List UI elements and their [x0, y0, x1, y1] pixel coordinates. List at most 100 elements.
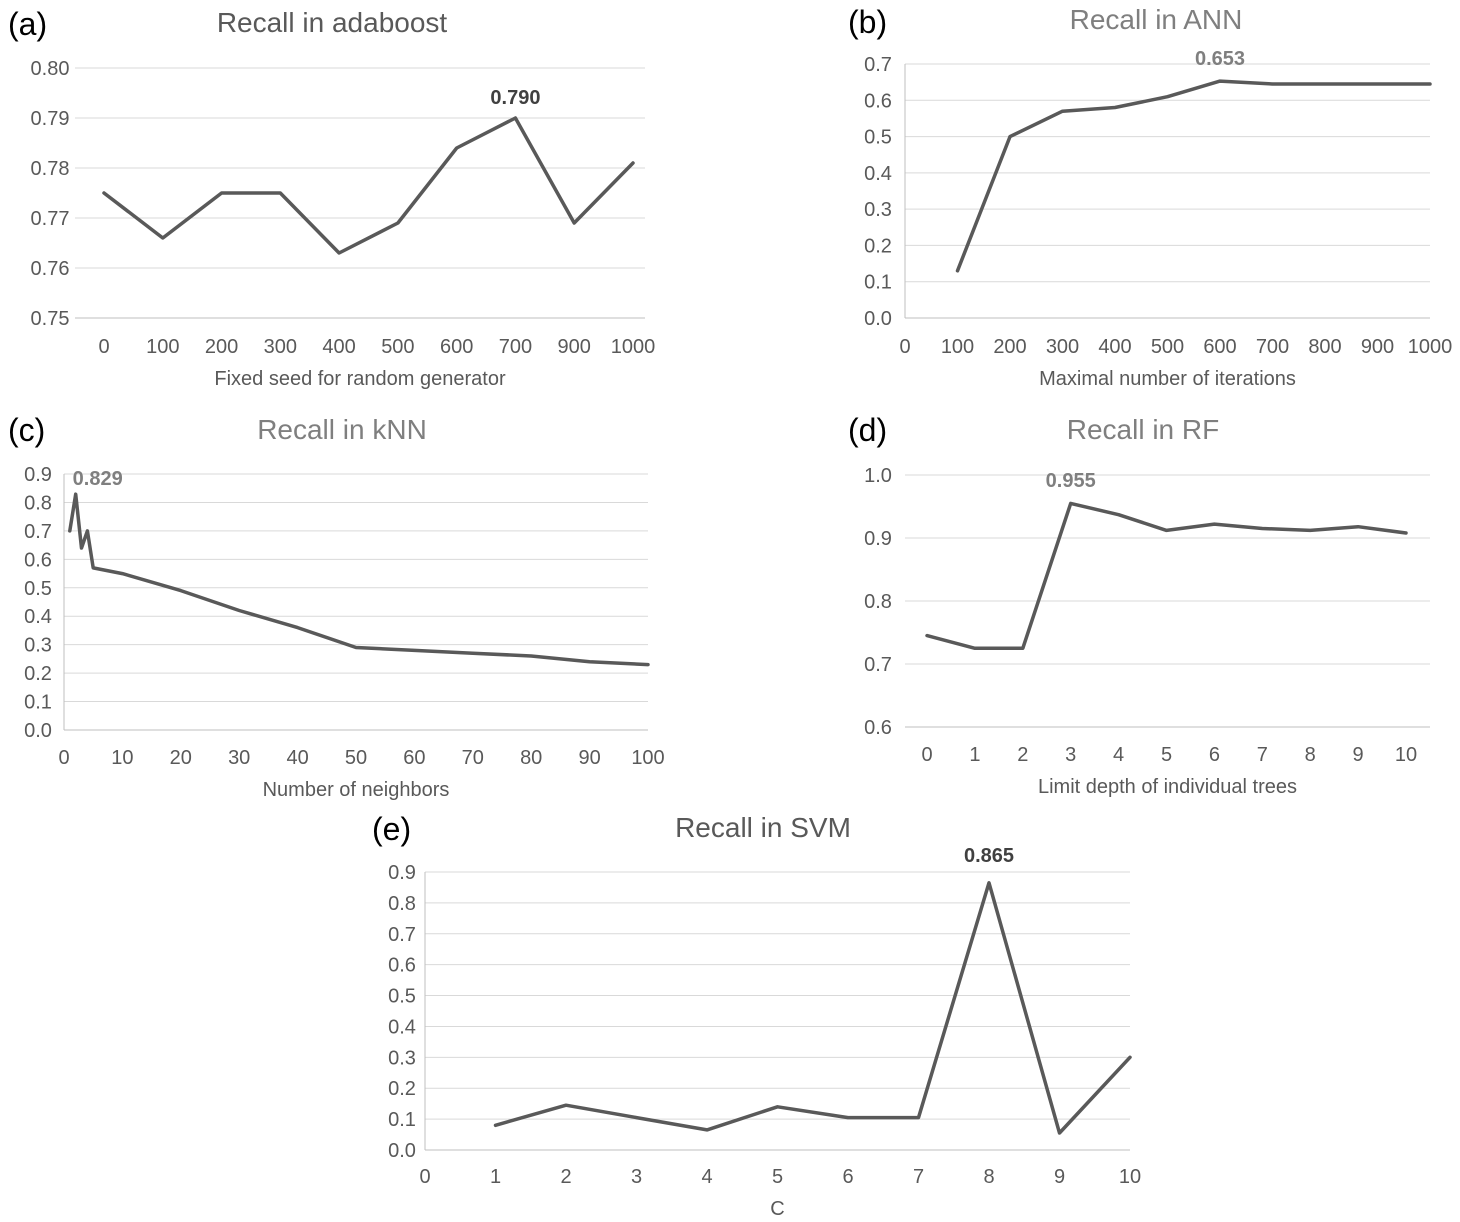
y-tick-label: 0.76	[31, 258, 70, 280]
y-tick-label: 0.7	[864, 654, 892, 676]
y-tick-label: 0.1	[388, 1109, 416, 1131]
x-tick-label: 1	[490, 1166, 501, 1188]
chart-title: Recall in RF	[1067, 414, 1219, 445]
x-tick-label: 20	[170, 747, 192, 769]
peak-value-label: 0.790	[490, 87, 540, 109]
x-tick-label: 8	[1305, 744, 1316, 766]
x-tick-label: 10	[111, 747, 133, 769]
x-tick-label: 900	[1361, 336, 1394, 358]
x-tick-label: 70	[462, 747, 484, 769]
x-tick-label: 1000	[1408, 336, 1453, 358]
x-tick-label: 10	[1119, 1166, 1141, 1188]
x-tick-label: 400	[1098, 336, 1131, 358]
y-tick-label: 0.2	[388, 1078, 416, 1100]
x-tick-label: 500	[381, 336, 414, 358]
y-tick-label: 0.6	[388, 955, 416, 977]
x-tick-label: 80	[520, 747, 542, 769]
x-tick-label: 0	[58, 747, 69, 769]
x-tick-label: 1000	[611, 336, 656, 358]
x-tick-label: 300	[264, 336, 297, 358]
chart-title: Recall in adaboost	[217, 7, 448, 38]
peak-value-label: 0.653	[1195, 48, 1245, 70]
x-tick-label: 7	[913, 1166, 924, 1188]
chart-panel-4: 0.6 0.7 0.8 0.9 1.0 0 1 2 3 4 5 6 7 8 9 10 0.955 (d) Recal…	[848, 412, 1430, 798]
y-tick-label: 0.1	[864, 272, 892, 294]
peak-value-label: 0.865	[964, 845, 1014, 867]
chart-panel-5: 0.0 0.1 0.2 0.3 0.4 0.5 0.6 0.7 0.8 0.9 0 1 2 3 4 5 6 7 8 9…	[372, 811, 1141, 1220]
x-tick-label: 400	[322, 336, 355, 358]
y-tick-label: 0.5	[24, 578, 52, 600]
series-line	[68, 492, 650, 667]
panel-label: (e)	[372, 811, 411, 847]
y-tick-label: 0.5	[388, 986, 416, 1008]
x-tick-label: 10	[1395, 744, 1417, 766]
x-tick-label: 6	[1209, 744, 1220, 766]
panel-label: (a)	[8, 6, 47, 42]
panel-label: (d)	[848, 412, 887, 448]
y-tick-label: 0.7	[388, 924, 416, 946]
x-tick-label: 1	[969, 744, 980, 766]
x-tick-label: 9	[1353, 744, 1364, 766]
x-tick-label: 2	[1017, 744, 1028, 766]
x-tick-label: 3	[1065, 744, 1076, 766]
series-line	[925, 501, 1408, 651]
x-tick-label: 6	[842, 1166, 853, 1188]
x-tick-label: 90	[578, 747, 600, 769]
x-tick-label: 500	[1151, 336, 1184, 358]
x-tick-label: 100	[146, 336, 179, 358]
y-tick-label: 0.6	[864, 90, 892, 112]
x-tick-label: 7	[1257, 744, 1268, 766]
x-axis-label: Fixed seed for random generator	[214, 368, 506, 390]
y-tick-label: 0.78	[31, 158, 70, 180]
y-tick-label: 0.6	[864, 717, 892, 739]
peak-value-label: 0.955	[1046, 470, 1096, 492]
x-axis-label: Maximal number of iterations	[1039, 368, 1296, 390]
y-tick-label: 0.5	[864, 127, 892, 149]
x-tick-label: 800	[1308, 336, 1341, 358]
series-line	[955, 79, 1432, 273]
y-tick-label: 0.9	[388, 862, 416, 884]
x-tick-label: 8	[983, 1166, 994, 1188]
x-tick-label: 0	[419, 1166, 430, 1188]
y-tick-label: 1.0	[864, 465, 892, 487]
y-tick-label: 0.3	[24, 635, 52, 657]
y-tick-label: 0.2	[864, 235, 892, 257]
x-tick-label: 700	[1256, 336, 1289, 358]
x-tick-label: 30	[228, 747, 250, 769]
series-line	[102, 116, 635, 255]
y-tick-label: 0.9	[24, 464, 52, 486]
series-line	[493, 881, 1132, 1135]
x-axis-label: C	[770, 1198, 784, 1220]
x-tick-label: 40	[286, 747, 308, 769]
x-tick-label: 100	[631, 747, 664, 769]
y-tick-label: 0.7	[24, 521, 52, 543]
chart-panel-1: 0.75 0.76 0.77 0.78 0.79 0.80 0 100 200 300 400 500…	[8, 6, 655, 390]
x-tick-label: 0	[98, 336, 109, 358]
x-tick-label: 60	[403, 747, 425, 769]
x-tick-label: 50	[345, 747, 367, 769]
x-tick-label: 0	[921, 744, 932, 766]
y-tick-label: 0.3	[864, 199, 892, 221]
x-tick-label: 200	[993, 336, 1026, 358]
x-axis-label: Limit depth of individual trees	[1038, 776, 1297, 798]
y-tick-label: 0.4	[24, 606, 52, 628]
chart-title: Recall in ANN	[1070, 4, 1243, 35]
panel-label: (c)	[8, 412, 45, 448]
x-tick-label: 4	[1113, 744, 1124, 766]
x-tick-label: 100	[941, 336, 974, 358]
y-tick-label: 0.3	[388, 1047, 416, 1069]
peak-value-label: 0.829	[73, 468, 123, 490]
y-tick-label: 0.8	[24, 492, 52, 514]
panel-label: (b)	[848, 4, 887, 40]
chart-panel-2: 0.0 0.1 0.2 0.3 0.4 0.5 0.6 0.7 0 100 200 300 400 500…	[848, 4, 1452, 390]
x-tick-label: 2	[560, 1166, 571, 1188]
x-tick-label: 3	[631, 1166, 642, 1188]
y-tick-label: 0.4	[388, 1016, 416, 1038]
x-tick-label: 900	[558, 336, 591, 358]
y-tick-label: 0.2	[24, 663, 52, 685]
chart-title: Recall in kNN	[257, 414, 427, 445]
x-tick-label: 600	[440, 336, 473, 358]
chart-panel-3: 0.0 0.1 0.2 0.3 0.4 0.5 0.6 0.7 0.8 0.9 0 10 20 30 40 5…	[8, 412, 665, 801]
x-tick-label: 9	[1054, 1166, 1065, 1188]
